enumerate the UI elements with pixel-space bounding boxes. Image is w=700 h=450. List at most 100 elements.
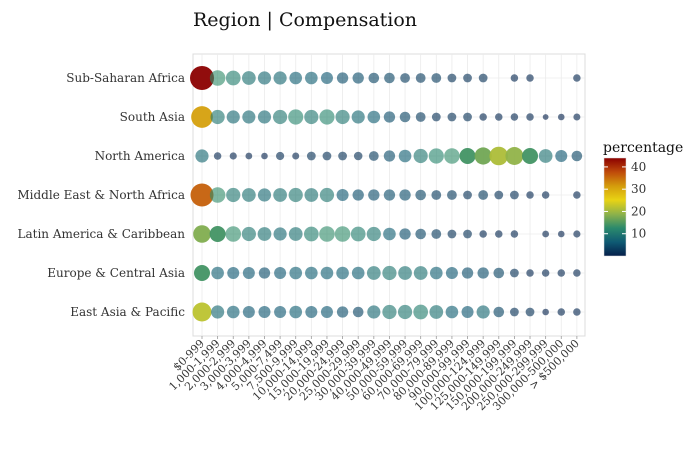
data-point [493, 306, 505, 318]
data-point [431, 73, 442, 83]
data-point [428, 148, 444, 164]
data-point [398, 149, 412, 163]
data-point [489, 146, 509, 166]
data-point [209, 70, 226, 86]
data-point [459, 148, 476, 164]
data-point [242, 188, 256, 202]
data-point [557, 230, 565, 238]
data-point [335, 109, 350, 125]
data-point [226, 110, 240, 124]
data-point [368, 189, 380, 201]
data-point [541, 269, 550, 277]
data-point [242, 267, 255, 279]
data-point [430, 266, 443, 280]
data-point [366, 226, 381, 242]
data-point [573, 269, 581, 277]
data-point [415, 189, 426, 201]
data-point [245, 152, 253, 160]
data-point [306, 151, 316, 161]
data-point [242, 71, 256, 85]
data-point [288, 187, 303, 203]
data-point [304, 109, 319, 125]
data-point [292, 152, 300, 160]
data-point [352, 306, 364, 318]
data-point [573, 230, 581, 238]
data-point [319, 109, 335, 125]
data-point [557, 269, 566, 277]
data-point [213, 152, 222, 160]
data-point [225, 70, 241, 86]
legend-tick-label: 30 [631, 182, 646, 196]
data-point [413, 304, 429, 320]
data-point [336, 266, 349, 280]
y-tick-label: Middle East & North Africa [17, 188, 185, 202]
data-point [526, 74, 534, 82]
data-point [320, 266, 334, 280]
data-point [191, 106, 213, 128]
data-point [397, 304, 413, 320]
data-point [351, 110, 365, 124]
data-point [399, 189, 411, 201]
data-point [400, 73, 410, 83]
data-point [289, 71, 303, 85]
data-point [226, 187, 241, 203]
data-point [431, 229, 442, 239]
data-point [445, 267, 458, 279]
data-point [573, 74, 581, 82]
data-point [305, 71, 318, 85]
data-point [304, 188, 319, 202]
data-point [538, 149, 553, 163]
data-point [557, 113, 565, 121]
data-point [383, 189, 396, 201]
legend-title: percentage [603, 140, 683, 156]
data-point [399, 228, 411, 240]
data-point [319, 187, 335, 203]
data-point [273, 109, 288, 125]
data-point [367, 110, 381, 124]
chart-title: Region | Compensation [193, 9, 417, 31]
data-point [192, 302, 212, 322]
data-point [274, 306, 287, 318]
data-point [288, 109, 304, 125]
data-point [413, 266, 428, 280]
data-point [382, 265, 397, 281]
data-point [383, 111, 396, 123]
data-point [525, 307, 535, 317]
data-point [431, 190, 442, 200]
data-point [350, 226, 366, 242]
legend-ticks: 10 20 30 40 [604, 160, 646, 241]
data-point [211, 305, 225, 319]
data-point [447, 73, 457, 83]
data-points [190, 66, 583, 322]
data-point [478, 190, 489, 200]
data-point [351, 266, 365, 280]
data-point [510, 190, 519, 200]
data-point [573, 308, 581, 316]
data-point [194, 265, 210, 281]
data-point [479, 230, 487, 238]
data-point [571, 150, 583, 162]
data-point [463, 73, 472, 83]
data-point [415, 73, 426, 83]
x-axis-labels: $0-9991,000-1,9992,000-2,9993,000-3,9994… [166, 336, 582, 413]
data-point [336, 72, 349, 84]
data-point [383, 150, 396, 162]
data-point [415, 112, 426, 122]
data-point [384, 72, 395, 84]
y-axis-labels: Sub-Saharan Africa South Asia North Americ… [17, 71, 185, 319]
data-point [463, 112, 472, 122]
y-tick-label: North America [95, 149, 185, 163]
data-point [505, 147, 524, 165]
data-point [479, 113, 487, 121]
data-point [494, 190, 504, 200]
data-point [461, 306, 474, 318]
data-point [320, 72, 333, 84]
data-point [526, 269, 534, 277]
data-point [258, 306, 271, 318]
data-point [510, 230, 519, 238]
data-point [478, 73, 488, 83]
data-point [495, 230, 503, 238]
data-point [447, 229, 457, 239]
data-point [542, 114, 549, 120]
data-point [209, 187, 226, 203]
